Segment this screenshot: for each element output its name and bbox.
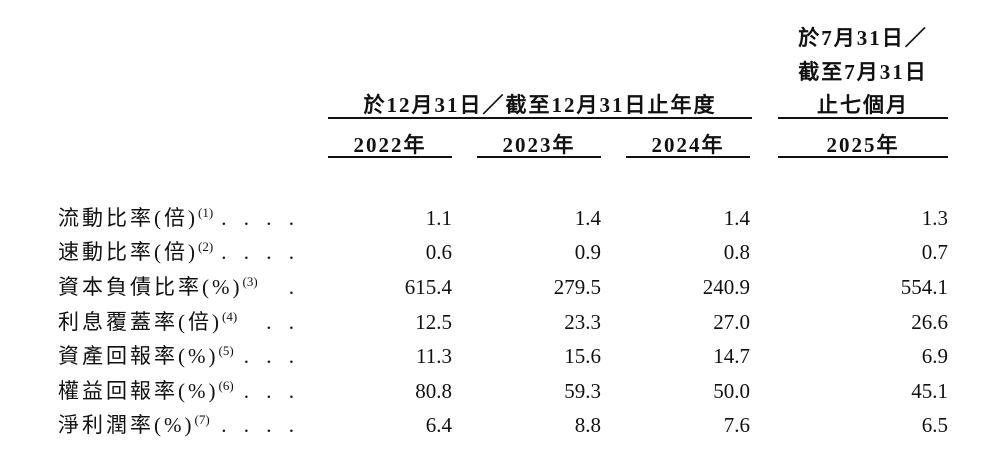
- row-label: 淨利潤率(%)(7): [58, 412, 210, 438]
- leader-dots: . .: [266, 310, 300, 334]
- period-header-line: 於7月31日／: [798, 26, 928, 50]
- value-cell: 27.0: [713, 310, 750, 334]
- header-rule: [778, 117, 948, 119]
- value-cell: 45.1: [911, 379, 948, 403]
- value-cell: 0.7: [921, 240, 948, 264]
- footnote-ref: (7): [194, 412, 210, 427]
- value-cell: 26.6: [911, 310, 948, 334]
- value-cell: 80.8: [415, 379, 452, 403]
- value-cell: 0.8: [723, 240, 750, 264]
- period-group-header: 於12月31日／截至12月31日止年度: [363, 93, 717, 117]
- leader-dots: . . . .: [221, 240, 300, 264]
- value-cell: 14.7: [713, 344, 750, 368]
- value-cell: 11.3: [416, 344, 452, 368]
- label-text: 速動比率(倍): [58, 240, 198, 264]
- footnote-ref: (3): [242, 274, 258, 289]
- year-header: 2024年: [651, 133, 725, 157]
- label-text: 資產回報率(%): [58, 344, 219, 368]
- value-cell: 15.6: [564, 344, 601, 368]
- year-rule: [626, 156, 750, 158]
- value-cell: 59.3: [564, 379, 601, 403]
- value-cell: 1.1: [425, 206, 452, 230]
- year-header: 2022年: [353, 133, 427, 157]
- year-rule: [328, 156, 452, 158]
- value-cell: 240.9: [702, 275, 750, 299]
- period-header-line: 止七個月: [817, 93, 909, 117]
- value-cell: 6.4: [425, 413, 452, 437]
- value-cell: 615.4: [404, 275, 452, 299]
- value-cell: 8.8: [574, 413, 601, 437]
- footnote-ref: (4): [222, 309, 238, 324]
- footnote-ref: (5): [218, 343, 234, 358]
- footnote-ref: (2): [198, 239, 214, 254]
- value-cell: 279.5: [553, 275, 601, 299]
- leader-dots: . . . .: [221, 413, 300, 437]
- value-cell: 1.3: [921, 206, 948, 230]
- value-cell: 1.4: [723, 206, 750, 230]
- value-cell: 0.6: [425, 240, 452, 264]
- value-cell: 7.6: [723, 413, 750, 437]
- value-cell: 6.9: [921, 344, 948, 368]
- row-label: 流動比率(倍)(1): [58, 205, 213, 231]
- value-cell: 50.0: [713, 379, 750, 403]
- row-label: 速動比率(倍)(2): [58, 239, 213, 265]
- year-header: 2025年: [826, 133, 900, 157]
- value-cell: 1.4: [574, 206, 601, 230]
- year-rule: [477, 156, 601, 158]
- label-text: 流動比率(倍): [58, 206, 198, 230]
- footnote-ref: (1): [198, 205, 214, 220]
- value-cell: 6.5: [921, 413, 948, 437]
- leader-dots: . . .: [243, 379, 300, 403]
- footnote-ref: (6): [218, 378, 234, 393]
- leader-dots: . . . .: [221, 206, 300, 230]
- value-cell: 0.9: [574, 240, 601, 264]
- value-cell: 12.5: [415, 310, 452, 334]
- year-header: 2023年: [502, 133, 576, 157]
- year-rule: [778, 156, 948, 158]
- label-text: 資本負債比率(%): [58, 275, 243, 299]
- value-cell: 23.3: [564, 310, 601, 334]
- row-label: 利息覆蓋率(倍)(4): [58, 309, 237, 335]
- period-header-line: 截至7月31日: [798, 60, 928, 84]
- header-rule: [328, 117, 752, 119]
- label-text: 利息覆蓋率(倍): [58, 310, 222, 334]
- leader-dots: . . .: [243, 344, 300, 368]
- row-label: 權益回報率(%)(6): [58, 378, 234, 404]
- value-cell: 554.1: [900, 275, 948, 299]
- leader-dots: .: [288, 275, 300, 299]
- label-text: 權益回報率(%): [58, 379, 219, 403]
- row-label: 資本負債比率(%)(3): [58, 274, 258, 300]
- label-text: 淨利潤率(%): [58, 413, 195, 437]
- row-label: 資產回報率(%)(5): [58, 343, 234, 369]
